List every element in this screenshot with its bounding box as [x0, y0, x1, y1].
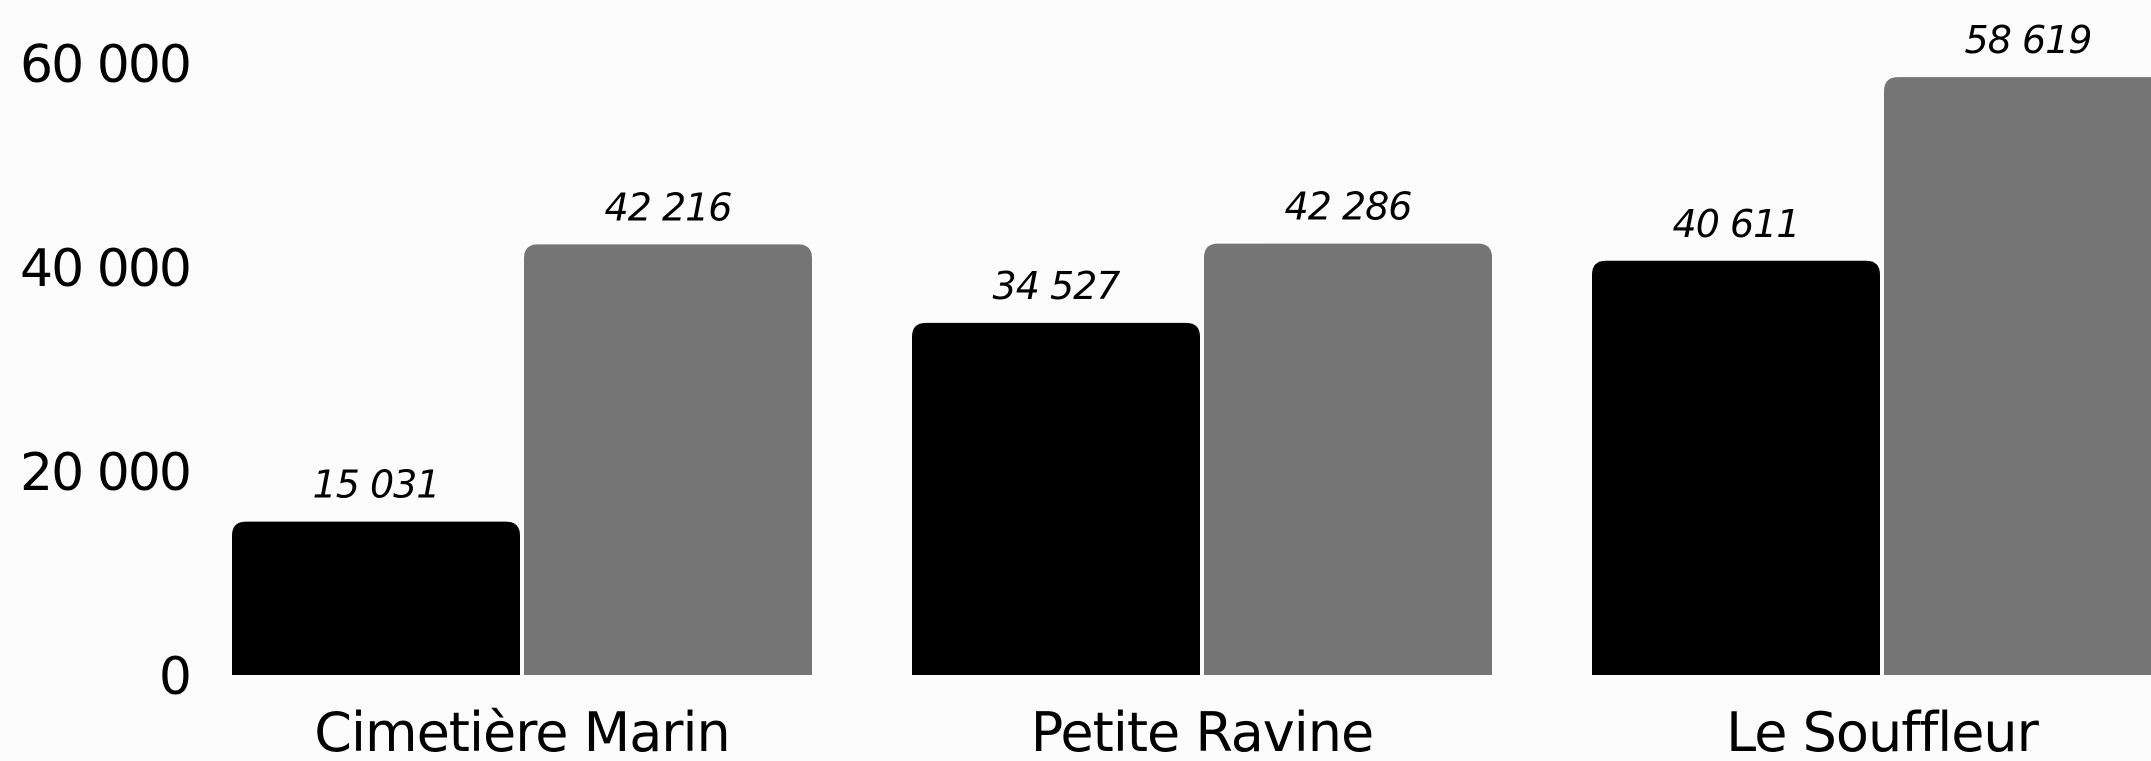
bar-2-series-2	[1204, 243, 1492, 675]
x-tick-label-1: Cimetière Marin	[314, 701, 729, 761]
bar-2-series-1	[912, 322, 1200, 675]
data-label-2-series-1: 34 527	[993, 264, 1121, 308]
y-tick-label-3: 40 000	[20, 239, 190, 299]
data-label-1-series-1: 15 031	[313, 463, 440, 507]
y-tick-label-2: 20 000	[20, 443, 190, 503]
data-label-1-series-2: 42 216	[605, 185, 732, 229]
data-label-3-series-2: 58 619	[1965, 18, 2092, 62]
y-tick-label-1: 0	[159, 647, 190, 707]
x-tick-label-2: Petite Ravine	[1031, 701, 1373, 761]
bar-1-series-2	[524, 244, 812, 676]
y-axis-ticks: 0 20 000 40 000 60 000	[20, 35, 192, 707]
bars-layer	[232, 77, 2151, 676]
bar-1-series-1	[232, 521, 520, 675]
x-tick-label-3: Le Souffleur	[1726, 701, 2040, 761]
data-label-2-series-2: 42 286	[1285, 185, 1412, 229]
x-axis-ticks: Cimetière Marin Petite Ravine Le Souffleur	[314, 701, 2040, 761]
y-tick-label-4: 60 000	[20, 35, 190, 95]
data-labels: 15 031 42 216 34 527 42 286 40 611 58 619	[313, 18, 2093, 507]
data-label-3-series-1: 40 611	[1673, 202, 1800, 246]
bar-3-series-1	[1592, 260, 1880, 675]
bar-3-series-2	[1884, 77, 2151, 675]
